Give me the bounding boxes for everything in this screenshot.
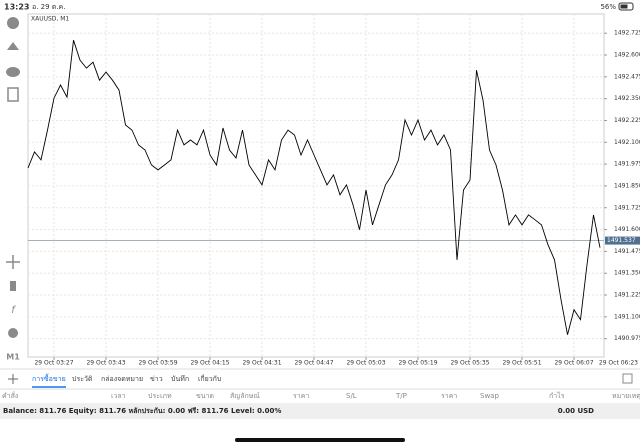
y-tick-label: 1492.225 [614, 117, 640, 124]
column-header: S/L [346, 392, 357, 400]
tab[interactable]: ข่าว [150, 375, 163, 383]
y-tick-label: 1492.475 [614, 73, 640, 80]
column-header: กำไร [549, 391, 565, 400]
x-tick-label: 29 Oct 04:15 [190, 360, 229, 367]
column-header: Swap [480, 392, 499, 400]
column-header: ราคา [293, 392, 309, 400]
status-battery: 56% [600, 3, 616, 11]
home-indicator [235, 438, 405, 442]
y-tick-label: 1492.100 [614, 139, 640, 146]
y-tick-label: 1491.975 [614, 161, 640, 168]
chart-title: XAUUSD, M1 [31, 16, 69, 23]
chart-type-icon[interactable] [10, 281, 16, 291]
y-tick-label: 1491.100 [614, 313, 640, 320]
y-tick-label: 1491.850 [614, 182, 640, 189]
tab[interactable]: บันทึก [171, 374, 189, 383]
status-time: 13:23 [4, 3, 29, 12]
account-icon[interactable] [7, 17, 19, 29]
x-tick-label: 29 Oct 03:59 [138, 360, 177, 367]
y-tick-label: 1491.475 [614, 248, 640, 255]
column-header: คำสั่ง [2, 391, 18, 400]
crosshair-icon[interactable] [6, 255, 20, 269]
column-header: T/P [395, 392, 407, 400]
x-tick-label: 29 Oct 06:23 [599, 360, 638, 367]
column-header: ประเภท [148, 392, 172, 400]
column-header: เวลา [111, 392, 126, 400]
current-price-box [605, 236, 640, 245]
current-price-label: 1491.537 [607, 237, 636, 244]
x-tick-label: 29 Oct 05:51 [502, 360, 541, 367]
balance-total: 0.00 USD [558, 407, 594, 415]
tab[interactable]: กล่องจดหมาย [101, 375, 143, 383]
x-tick-label: 29 Oct 04:31 [242, 360, 281, 367]
y-tick-label: 1492.725 [614, 30, 640, 37]
y-tick-label: 1491.725 [614, 204, 640, 211]
x-tick-label: 29 Oct 03:27 [34, 360, 73, 367]
y-tick-label: 1492.350 [614, 95, 640, 102]
status-date: อ. 29 ต.ค. [32, 3, 65, 11]
left-toolbar: f M1 [6, 17, 20, 362]
column-header: ราคา [441, 392, 457, 400]
tab[interactable]: ประวัติ [72, 375, 93, 383]
x-tick-label: 29 Oct 04:47 [294, 360, 333, 367]
x-tick-label: 29 Oct 03:43 [86, 360, 125, 367]
column-header: ขนาด [196, 392, 214, 400]
battery-icon [618, 2, 634, 11]
objects-icon[interactable] [8, 328, 18, 338]
indicator-icon[interactable]: f [11, 305, 16, 316]
price-line [27, 40, 601, 335]
column-header: สัญลักษณ์ [230, 392, 260, 400]
tab[interactable]: การซื้อขาย [32, 372, 66, 383]
chat-icon[interactable] [6, 67, 20, 77]
balance-summary: Balance: 811.76 Equity: 811.76 หลักประกั… [3, 407, 281, 415]
x-tick-label: 29 Oct 05:03 [346, 360, 385, 367]
y-tick-label: 1491.350 [614, 270, 640, 277]
new-order-icon[interactable] [7, 87, 19, 102]
x-tick-label: 29 Oct 05:19 [398, 360, 437, 367]
expand-button[interactable] [622, 373, 633, 384]
y-tick-label: 1492.600 [614, 52, 640, 59]
y-tick-label: 1491.225 [614, 292, 640, 299]
y-tick-label: 1490.975 [614, 335, 640, 342]
battery-level [620, 4, 628, 9]
add-button[interactable] [8, 374, 18, 384]
y-tick-label: 1491.600 [614, 226, 640, 233]
column-header: หมายเหตุ [612, 392, 640, 400]
timeframe-button[interactable]: M1 [6, 353, 20, 362]
trade-icon[interactable] [7, 42, 19, 50]
balance-row [0, 403, 640, 419]
x-tick-label: 29 Oct 06:07 [554, 360, 593, 367]
x-tick-label: 29 Oct 05:35 [450, 360, 489, 367]
tab[interactable]: เกี่ยวกับ [198, 374, 221, 383]
